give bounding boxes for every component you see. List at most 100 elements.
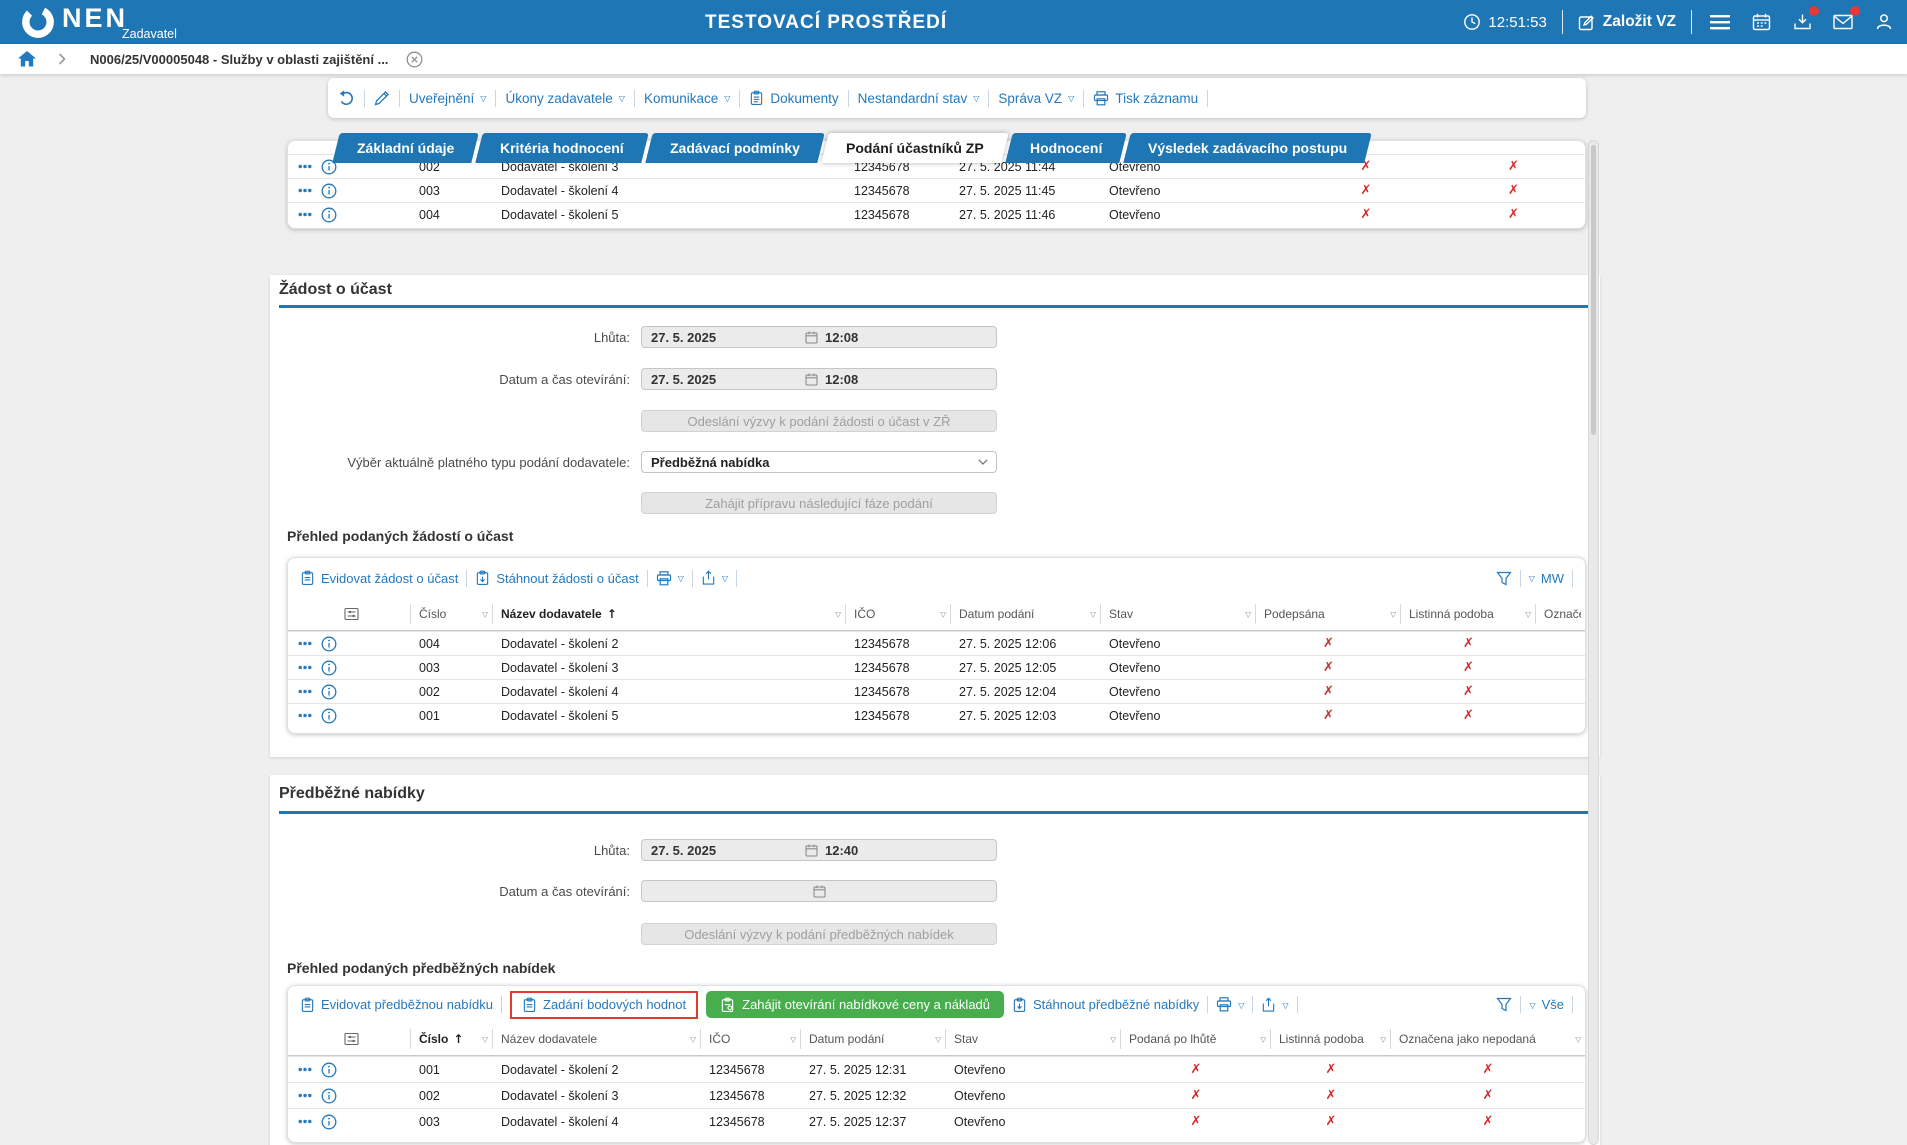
- table-row[interactable]: 003 Dodavatel - školení 4 12345678 27. 5…: [288, 1108, 1585, 1134]
- tab-kriteria-hodnoceni[interactable]: Kritéria hodnocení: [475, 133, 649, 163]
- column-header-datum[interactable]: Datum podání ▽: [951, 604, 1101, 624]
- print-table-button[interactable]: ▽: [1216, 997, 1244, 1012]
- table-row[interactable]: 003 Dodavatel - školení 3 12345678 27. 5…: [288, 655, 1585, 679]
- action-evidovat-zadost[interactable]: Evidovat žádost o účast: [300, 570, 458, 586]
- start-price-opening-button[interactable]: Zahájit otevírání nabídkové ceny a nákla…: [706, 991, 1005, 1018]
- export-table-button[interactable]: ▽: [1261, 997, 1289, 1013]
- deadline-datetime-field[interactable]: 27. 5. 2025 12:08: [641, 326, 997, 348]
- tab-hodnoceni[interactable]: Hodnocení: [1004, 133, 1127, 163]
- column-filter-icon[interactable]: ▽: [1110, 1034, 1116, 1044]
- deadline-datetime-field[interactable]: 27. 5. 2025 12:40: [641, 839, 997, 861]
- row-info-icon[interactable]: [321, 1088, 337, 1104]
- column-header-oznacena[interactable]: Označena jako nepodaná ▽: [1399, 1032, 1581, 1046]
- row-info-icon[interactable]: [321, 207, 337, 223]
- column-filter-icon[interactable]: ▽: [1525, 609, 1531, 619]
- menu-sprava-vz[interactable]: Správa VZ ▽: [998, 90, 1075, 106]
- column-header-stav[interactable]: Stav ▽: [946, 1029, 1121, 1049]
- send-request-button-disabled[interactable]: Odeslání výzvy k podání předběžných nabí…: [641, 923, 997, 945]
- row-info-icon[interactable]: [321, 1114, 337, 1130]
- user-profile-icon[interactable]: [1871, 9, 1897, 35]
- action-stahnout-nabidky[interactable]: Stáhnout předběžné nabídky: [1012, 997, 1199, 1013]
- row-actions-icon[interactable]: [298, 1093, 312, 1098]
- row-info-icon[interactable]: [321, 183, 337, 199]
- row-actions-icon[interactable]: [298, 212, 312, 217]
- column-filter-icon[interactable]: ▽: [935, 1034, 941, 1044]
- row-info-icon[interactable]: [321, 684, 337, 700]
- edit-pencil-icon[interactable]: [374, 90, 390, 106]
- column-header-listinna[interactable]: Listinná podoba ▽: [1271, 1029, 1391, 1049]
- print-record[interactable]: Tisk záznamu: [1093, 91, 1198, 106]
- column-filter-icon[interactable]: ▽: [1245, 609, 1251, 619]
- column-filter-icon[interactable]: ▽: [1575, 1034, 1581, 1044]
- column-filter-icon[interactable]: ▽: [482, 609, 488, 619]
- row-actions-icon[interactable]: [298, 665, 312, 670]
- filter-button[interactable]: [1496, 571, 1512, 586]
- column-filter-icon[interactable]: ▽: [690, 1034, 696, 1044]
- row-actions-icon[interactable]: [298, 1119, 312, 1124]
- row-actions-icon[interactable]: [298, 188, 312, 193]
- table-row[interactable]: 002 Dodavatel - školení 3 12345678 27. 5…: [288, 1082, 1585, 1108]
- row-actions-icon[interactable]: [298, 1067, 312, 1072]
- column-header-po-lhute[interactable]: Podaná po lhůtě ▽: [1121, 1029, 1271, 1049]
- menu-komunikace[interactable]: Komunikace ▽: [643, 90, 731, 106]
- saved-view-selector[interactable]: ▽ Vše: [1529, 997, 1564, 1012]
- row-actions-icon[interactable]: [298, 713, 312, 718]
- close-tab-icon[interactable]: [406, 51, 423, 68]
- column-header-stav[interactable]: Stav ▽: [1101, 604, 1256, 624]
- column-header-ico[interactable]: IČO ▽: [701, 1029, 801, 1049]
- column-filter-icon[interactable]: ▽: [1390, 609, 1396, 619]
- menu-hamburger-icon[interactable]: [1707, 9, 1733, 35]
- row-info-icon[interactable]: [321, 636, 337, 652]
- column-settings-icon[interactable]: [288, 604, 411, 624]
- home-icon[interactable]: [18, 51, 36, 67]
- inbox-download-icon[interactable]: [1789, 6, 1819, 35]
- tab-vysledek[interactable]: Výsledek zadávacího postupu: [1123, 133, 1372, 163]
- menu-nestandardni-stav[interactable]: Nestandardní stav ▽: [857, 90, 980, 106]
- action-zadani-bodovych-hodnot[interactable]: Zadání bodových hodnot: [522, 997, 686, 1013]
- action-stahnout-zadosti[interactable]: Stáhnout žádosti o účast: [475, 570, 639, 586]
- menu-uverejneni[interactable]: Uveřejnění ▽: [409, 90, 487, 106]
- column-filter-icon[interactable]: ▽: [790, 1034, 796, 1044]
- opening-datetime-field-empty[interactable]: [641, 880, 997, 902]
- column-header-cislo[interactable]: Číslo ↑ ▽: [411, 1029, 493, 1049]
- row-info-icon[interactable]: [321, 708, 337, 724]
- row-info-icon[interactable]: [321, 159, 337, 175]
- tab-zakladni-udaje[interactable]: Základní údaje: [332, 133, 479, 163]
- menu-dokumenty[interactable]: Dokumenty: [749, 90, 839, 106]
- vertical-scrollbar[interactable]: [1588, 140, 1599, 1145]
- menu-ukony-zadavatele[interactable]: Úkony zadavatele ▽: [505, 90, 625, 106]
- start-next-phase-button-disabled[interactable]: Zahájit přípravu následující fáze podání: [641, 492, 997, 514]
- column-filter-icon[interactable]: ▽: [940, 609, 946, 619]
- column-header-nazev[interactable]: Název dodavatele ↑ ▽: [493, 604, 846, 624]
- saved-view-selector[interactable]: ▽ MW: [1528, 570, 1564, 586]
- calendar-icon[interactable]: [1748, 9, 1774, 35]
- opening-datetime-field[interactable]: 27. 5. 2025 12:08: [641, 368, 997, 390]
- submission-type-select[interactable]: Předběžná nabídka: [641, 451, 997, 473]
- column-filter-icon[interactable]: ▽: [482, 1034, 488, 1044]
- row-info-icon[interactable]: [321, 1062, 337, 1078]
- tab-zadavaci-podminky[interactable]: Zadávací podmínky: [645, 133, 825, 163]
- column-header-ico[interactable]: IČO ▽: [846, 604, 951, 624]
- scrollbar-thumb[interactable]: [1591, 145, 1596, 435]
- table-row[interactable]: 002 Dodavatel - školení 4 12345678 27. 5…: [288, 679, 1585, 703]
- export-table-button[interactable]: ▽: [701, 570, 728, 586]
- refresh-icon[interactable]: [338, 89, 355, 107]
- tab-podani-ucastniku[interactable]: Podání účastníků ZP: [821, 133, 1009, 163]
- row-info-icon[interactable]: [321, 660, 337, 676]
- breadcrumb-item[interactable]: N006/25/V00005048 - Služby v oblasti zaj…: [90, 51, 389, 67]
- column-settings-icon[interactable]: [288, 1029, 411, 1049]
- table-row[interactable]: 004 Dodavatel - školení 5 12345678 27. 5…: [288, 202, 1585, 226]
- column-filter-icon[interactable]: ▽: [1260, 1034, 1266, 1044]
- row-actions-icon[interactable]: [298, 641, 312, 646]
- table-row[interactable]: 001 Dodavatel - školení 2 12345678 27. 5…: [288, 1056, 1585, 1082]
- column-header-nazev[interactable]: Název dodavatele ▽: [493, 1029, 701, 1049]
- column-header-datum[interactable]: Datum podání ▽: [801, 1029, 946, 1049]
- nen-logo-icon[interactable]: [20, 4, 56, 40]
- print-table-button[interactable]: ▽: [656, 570, 684, 586]
- mail-icon[interactable]: [1830, 6, 1860, 35]
- column-filter-icon[interactable]: ▽: [1090, 609, 1096, 619]
- table-row[interactable]: 003 Dodavatel - školení 4 12345678 27. 5…: [288, 178, 1585, 202]
- table-row[interactable]: 001 Dodavatel - školení 5 12345678 27. 5…: [288, 703, 1585, 727]
- column-header-podepsana[interactable]: Podepsána ▽: [1256, 604, 1401, 624]
- column-header-cislo[interactable]: Číslo ▽: [411, 604, 493, 624]
